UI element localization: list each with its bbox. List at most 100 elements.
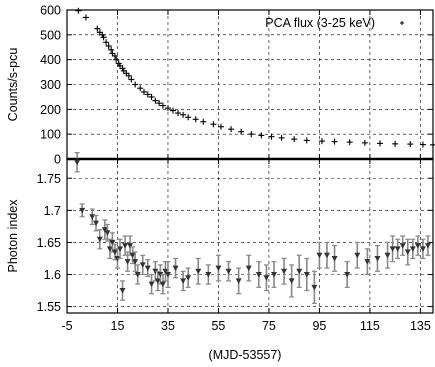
flux-point [361, 139, 368, 146]
photon-index-point [255, 261, 262, 288]
x-tick-label: 135 [410, 319, 431, 333]
photon-index-point [424, 235, 431, 256]
x-tick-label: 115 [360, 319, 380, 333]
flux-point [148, 93, 155, 100]
flux-point [278, 134, 285, 141]
photon-index-point [185, 267, 192, 288]
photon-index-series [74, 151, 431, 304]
triangle-marker [109, 239, 116, 246]
flux-point [318, 138, 325, 145]
triangle-marker [399, 243, 406, 249]
photon-index-panel: -5 15 35 55 75 95 115 135 1.55 1.6 1.65 1.7 1.75 Pho… [6, 151, 434, 362]
flux-point [331, 138, 338, 145]
photon-index-point [414, 235, 421, 256]
x-tick-label: 95 [312, 319, 326, 333]
photon-index-point [288, 264, 295, 298]
triangle-marker [344, 272, 351, 278]
flux-point [144, 91, 151, 98]
triangle-marker [205, 272, 212, 278]
triangle-marker [419, 246, 426, 252]
flux-series [75, 7, 435, 148]
flux-legend-label: PCA flux (3-25 keV) [265, 16, 375, 30]
photon-index-point [270, 261, 277, 288]
x-tick-label: 75 [262, 319, 276, 333]
triangle-marker [185, 275, 192, 281]
photon-index-point [316, 241, 323, 269]
photon-index-point [409, 238, 416, 260]
photon-index-point [119, 280, 126, 301]
photon-index-point [74, 151, 81, 173]
flux-legend-marker [400, 21, 404, 25]
photon-index-point [89, 208, 96, 226]
photon-index-point [303, 257, 310, 292]
photon-index-y-axis-title: Photon index [6, 199, 20, 273]
x-axis-title: (MJD-53557) [209, 348, 282, 362]
triangle-marker [148, 281, 155, 288]
triangle-marker [104, 230, 111, 236]
triangle-marker [117, 246, 124, 252]
flux-y-tick-label: 500 [40, 28, 61, 42]
flux-point [113, 56, 120, 63]
photon-index-point [205, 264, 212, 285]
triangle-marker [152, 268, 159, 275]
triangle-marker [364, 259, 371, 265]
triangle-marker [354, 252, 361, 259]
photon-index-point [384, 241, 391, 269]
photon-index-point [164, 261, 171, 288]
triangle-marker [409, 246, 416, 252]
triangle-marker [323, 252, 330, 259]
photon-index-point [195, 257, 202, 285]
photon-index-point [394, 238, 401, 260]
flux-point [407, 141, 414, 148]
photon-index-point [172, 257, 179, 279]
photon-index-point [93, 214, 100, 232]
flux-point [140, 88, 147, 95]
triangle-marker [157, 272, 164, 278]
flux-point [152, 97, 159, 104]
photon-index-y-tick-label: 1.55 [37, 300, 61, 314]
flux-y-tick-label: 0 [54, 153, 61, 167]
photon-index-point [215, 254, 222, 282]
triangle-marker [288, 278, 295, 284]
flux-point [105, 43, 112, 50]
triangle-marker [311, 284, 318, 291]
x-tick-label: 15 [111, 319, 125, 333]
photon-index-point [354, 241, 361, 269]
photon-index-point [281, 257, 288, 285]
triangle-marker [331, 255, 338, 262]
photon-index-point [96, 228, 103, 250]
flux-point [156, 100, 163, 107]
photon-index-point [122, 235, 129, 256]
triangle-marker [93, 220, 100, 227]
flux-point [175, 110, 182, 117]
triangle-marker [281, 268, 288, 275]
triangle-marker [127, 243, 134, 249]
photon-index-point [323, 241, 330, 269]
photon-index-point [389, 235, 396, 263]
triangle-marker [316, 252, 323, 259]
photon-index-point [79, 203, 86, 218]
photon-index-panel-frame [66, 158, 434, 314]
flux-point [75, 7, 82, 14]
triangle-marker [384, 252, 391, 259]
photon-index-point [344, 261, 351, 288]
triangle-marker [374, 255, 381, 262]
flux-point [170, 107, 177, 114]
flux-point [200, 118, 207, 125]
triangle-marker [270, 272, 277, 278]
flux-point [238, 128, 245, 135]
flux-point [180, 111, 187, 118]
flux-point [100, 34, 107, 41]
triangle-marker [144, 265, 151, 272]
triangle-marker [394, 246, 401, 252]
triangle-marker [180, 278, 187, 284]
triangle-marker [245, 265, 252, 272]
triangle-marker [101, 227, 108, 233]
flux-point [258, 132, 265, 139]
photon-index-point [117, 238, 124, 260]
photon-index-y-tick-label: 1.7 [44, 204, 61, 218]
photon-index-point [331, 245, 338, 272]
flux-point [248, 131, 255, 138]
flux-y-tick-label: 300 [40, 78, 61, 92]
